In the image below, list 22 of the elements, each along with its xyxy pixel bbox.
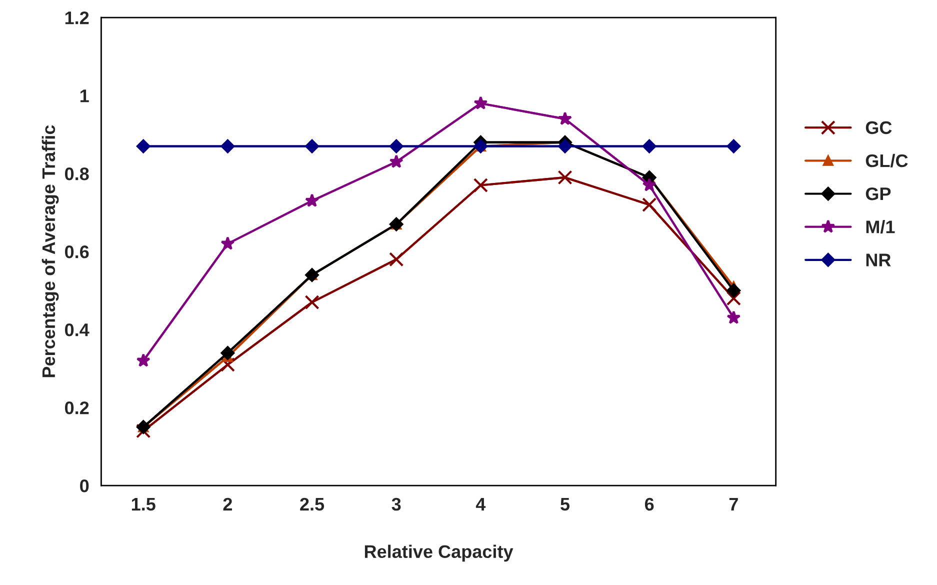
x-tick-label: 4 (476, 498, 486, 510)
x-tick-label: 2 (223, 498, 232, 510)
x-tick-label: 2.5 (300, 498, 324, 511)
y-tick-label: 1 (80, 90, 89, 102)
x-tick-label: 1.5 (132, 498, 156, 511)
x-tick-label: 5 (560, 498, 570, 511)
legend-label: GC (866, 121, 892, 134)
x-tick-label: 7 (729, 498, 738, 510)
x-tick-label: 3 (392, 498, 401, 511)
legend-label: NR (866, 254, 891, 266)
y-tick-label: 1.2 (65, 11, 89, 24)
legend-label: GP (866, 187, 891, 200)
legend-label: GL/C (866, 154, 908, 168)
x-axis-title: Relative Capacity (364, 544, 514, 562)
y-tick-label: 0.8 (65, 167, 89, 180)
legend-label: M/1 (866, 220, 895, 234)
y-axis-title: Percentage of Average Traffic (42, 125, 59, 378)
y-tick-label: 0 (80, 479, 89, 492)
y-tick-label: 0.6 (65, 245, 89, 258)
x-tick-label: 6 (644, 498, 654, 511)
y-tick-label: 0.2 (65, 401, 89, 414)
y-tick-label: 0.4 (65, 323, 90, 336)
